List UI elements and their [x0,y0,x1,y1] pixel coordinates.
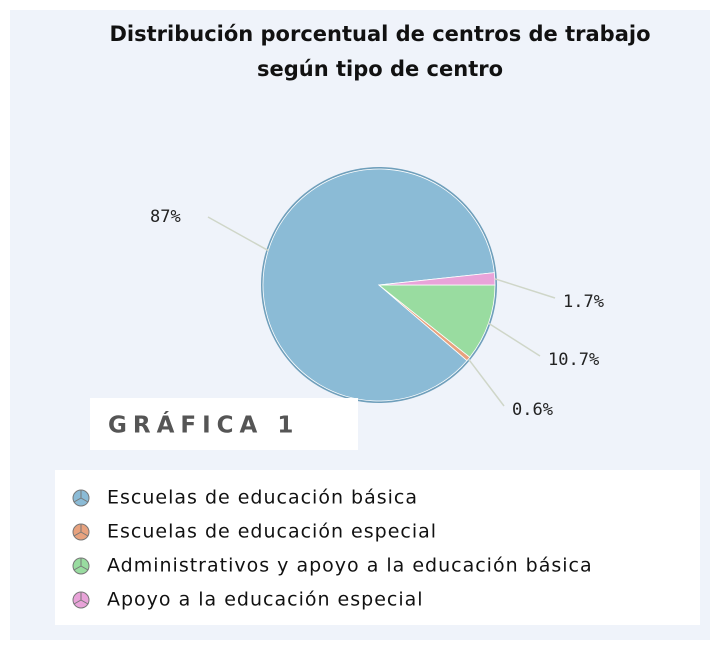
legend-swatch-lines [73,490,89,503]
legend: Escuelas de educación básica Escuelas de … [72,487,593,611]
data-label: 87% [150,207,181,227]
data-label: 10.7% [548,350,599,370]
leader-line [467,358,505,407]
legend-swatch-lines [73,592,89,605]
legend-swatch-lines [73,524,89,537]
legend-label: Escuelas de educación básica [107,487,418,509]
data-label: 1.7% [563,292,604,312]
caption: GRÁFICA 1 [108,411,299,439]
legend-box [55,470,700,625]
pie: 87% 0.6% 10.7% 1.7% [150,167,604,420]
data-label: 0.6% [512,400,553,420]
leader-line [207,216,269,252]
caption-box [90,398,358,450]
pie-slice [377,284,496,358]
leader-line [488,322,541,357]
legend-label: Administrativos y apoyo a la educación b… [107,555,593,577]
legend-swatch-lines [73,558,89,571]
chart-subtitle: según tipo de centro [257,57,503,81]
legend-label: Escuelas de educación especial [107,521,437,543]
chart-title: Distribución porcentual de centros de tr… [109,22,650,46]
leader-line [494,278,556,299]
legend-label: Apoyo a la educación especial [107,589,424,611]
